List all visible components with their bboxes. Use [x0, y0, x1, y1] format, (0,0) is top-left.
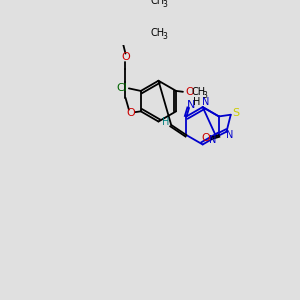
Text: O: O: [126, 108, 135, 118]
Text: N: N: [202, 97, 209, 107]
Text: N: N: [187, 100, 195, 110]
Text: H: H: [193, 97, 200, 107]
Text: O: O: [121, 52, 130, 62]
Text: 3: 3: [202, 91, 208, 100]
Text: N: N: [209, 135, 217, 145]
Text: O: O: [185, 87, 194, 97]
Text: 3: 3: [162, 0, 167, 9]
Text: N: N: [226, 130, 234, 140]
Text: CH: CH: [191, 87, 205, 97]
Text: H: H: [162, 117, 170, 128]
Text: O: O: [202, 133, 211, 143]
Text: Cl: Cl: [117, 82, 128, 92]
Text: 3: 3: [162, 32, 167, 41]
Text: S: S: [232, 108, 239, 118]
Text: CH: CH: [151, 0, 165, 6]
Text: CH: CH: [151, 28, 165, 38]
